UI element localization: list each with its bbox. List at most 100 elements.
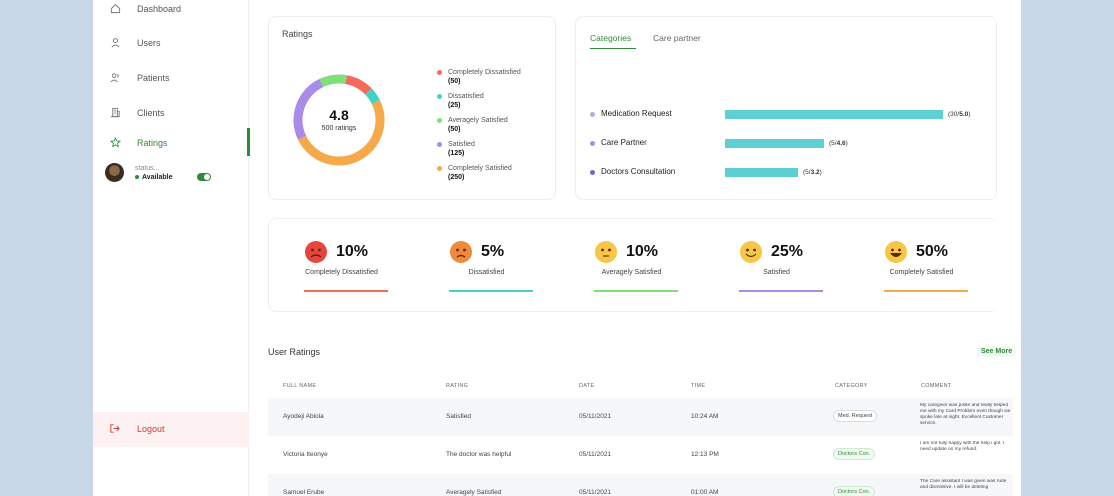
category-dot — [590, 112, 595, 117]
cell-comment: The Care assistant I was given was rude … — [920, 479, 1007, 490]
cell-full-name: Ayodeji Abiola — [283, 413, 324, 420]
status-value: Available — [135, 174, 172, 181]
logout-icon — [109, 423, 120, 437]
legend-dot — [437, 94, 442, 99]
category-name: Care Partner — [601, 138, 647, 147]
satisfaction-percent: 10% — [626, 243, 659, 260]
satisfaction-underline — [884, 290, 968, 292]
cell-time: 01:00 AM — [691, 489, 719, 496]
users-icon — [109, 71, 121, 83]
legend-item: Satisfied (125) — [437, 141, 553, 165]
status-label: status... — [135, 165, 160, 172]
satisfaction-label: Completely Dissatisfied — [305, 269, 378, 276]
user-icon — [109, 36, 121, 48]
satisfaction-underline — [739, 290, 823, 292]
satisfaction-underline — [594, 290, 678, 292]
donut-slice — [293, 74, 385, 166]
satisfaction-label: Completely Satisfied — [889, 269, 954, 276]
average-rating: 4.8 — [329, 107, 349, 123]
table-row[interactable]: Victoria Iteonye The doctor was helpful 05… — [268, 436, 1013, 474]
legend-count: (50) — [448, 78, 461, 85]
donut-slice — [293, 74, 385, 166]
column-header: CATEGORY — [835, 383, 868, 389]
legend-count: (125) — [448, 150, 465, 157]
category-badge: Doctors Con. — [833, 486, 876, 496]
category-bar — [725, 110, 943, 119]
categories-card: Categories Care partner Medication Reque… — [575, 16, 997, 200]
satisfaction-label: Satisfied — [763, 269, 790, 276]
column-header: FULL NAME — [283, 383, 317, 389]
sidebar-item-ratings[interactable]: Ratings — [93, 128, 250, 158]
cell-comment: I am not fully happy with the help i got… — [920, 441, 1005, 452]
legend-label: Satisfied — [448, 141, 475, 148]
legend-dot — [437, 142, 442, 147]
legend-count: (25) — [448, 102, 461, 109]
star-icon — [109, 136, 121, 148]
logout-button[interactable]: Logout — [93, 412, 249, 447]
table-row[interactable]: Ayodeji Abiola Satisfied 05/11/2021 10:24 A… — [268, 398, 1013, 436]
category-bar — [725, 168, 798, 177]
satisfaction-label: Averagely Satisfied — [601, 269, 662, 276]
satisfaction-item: 25% Satisfied — [704, 219, 849, 313]
ratings-donut-chart — [293, 74, 385, 166]
ratings-count: 500 ratings — [321, 125, 357, 132]
legend-item: Dissatisfied (25) — [437, 93, 553, 117]
category-bar — [725, 139, 824, 148]
satisfaction-percent: 5% — [481, 243, 505, 260]
satisfaction-underline — [449, 290, 533, 292]
legend-count: (250) — [448, 174, 465, 181]
satisfaction-item: 5% Dissatisfied — [414, 219, 559, 313]
avatar — [105, 163, 124, 182]
legend-item: Averagely Satisfied (50) — [437, 117, 553, 141]
satisfaction-percent: 25% — [771, 243, 804, 260]
legend-label: Completely Dissatisfied — [448, 69, 521, 76]
satisfaction-item: 50% Completely Satisfied — [849, 219, 994, 313]
table-row[interactable]: Samuel Erube Averagely Satisfied 05/11/202… — [268, 474, 1013, 496]
ratings-card: Ratings 4.8 500 ratings Completely Dissa… — [268, 16, 556, 200]
cell-time: 12:13 PM — [691, 451, 719, 458]
tab-categories[interactable]: Categories — [590, 33, 632, 43]
cell-rating: Averagely Satisfied — [446, 489, 502, 496]
legend-dot — [437, 70, 442, 75]
home-icon — [109, 2, 121, 14]
category-value: (5/4.6) — [829, 140, 848, 147]
sidebar-item-patients[interactable]: Patients — [93, 63, 249, 93]
legend-dot — [437, 166, 442, 171]
category-badge: Doctors Con. — [833, 448, 876, 460]
tab-care-partner[interactable]: Care partner — [653, 33, 701, 43]
category-row: Care Partner (5/4.6) — [590, 138, 990, 152]
column-header: RATING — [446, 383, 469, 389]
category-row: Doctors Consultation (5/3.2) — [590, 167, 990, 181]
sidebar-item-clients[interactable]: Clients — [93, 98, 249, 128]
logout-label: Logout — [137, 424, 165, 434]
sidebar-item-dashboard[interactable]: Dashboard — [93, 0, 249, 24]
tab-underline — [590, 48, 636, 49]
satisfaction-summary: 10% Completely Dissatisfied 5% Dissatisfied… — [268, 218, 997, 312]
donut-slice — [293, 74, 385, 166]
category-dot — [590, 141, 595, 146]
cell-date: 05/11/2021 — [579, 413, 612, 420]
cell-date: 05/11/2021 — [579, 451, 612, 458]
category-name: Medication Request — [601, 109, 672, 118]
smile-face-icon — [740, 241, 762, 263]
user-ratings-title: User Ratings — [268, 347, 321, 357]
status-toggle[interactable] — [197, 173, 211, 181]
column-header: TIME — [691, 383, 706, 389]
status-widget: status... Available — [105, 163, 245, 187]
cell-comment: My caregiver was polite and really helpe… — [920, 403, 1011, 426]
see-more-button[interactable]: See More — [977, 346, 1017, 357]
category-name: Doctors Consultation — [601, 167, 676, 176]
category-value: (30/5.0) — [948, 111, 971, 118]
satisfaction-percent: 10% — [336, 243, 369, 260]
sidebar-item-label: Users — [137, 38, 161, 48]
sidebar-item-label: Dashboard — [137, 4, 182, 14]
sidebar-item-label: Patients — [137, 73, 170, 83]
sidebar-item-label: Ratings — [137, 138, 168, 148]
building-icon — [109, 106, 121, 118]
category-dot — [590, 170, 595, 175]
sidebar-item-users[interactable]: Users — [93, 28, 249, 58]
category-row: Medication Request (30/5.0) — [590, 109, 990, 123]
satisfaction-item: 10% Averagely Satisfied — [559, 219, 704, 313]
app-window: Dashboard Users Patients Clients Ratings — [93, 0, 1021, 496]
legend-label: Averagely Satisfied — [448, 117, 508, 124]
